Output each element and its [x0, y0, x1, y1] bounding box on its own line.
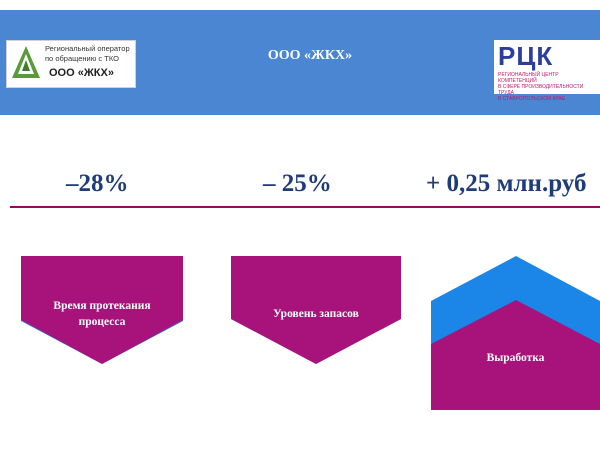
logo-line-3: ООО «ЖКХ» [49, 67, 114, 79]
rck-logo-description: РЕГИОНАЛЬНЫЙ ЦЕНТР КОМПЕТЕНЦИЙ В СФЕРЕ П… [498, 72, 598, 102]
rck-logo-line-3: В СТАВРОПОЛЬСКОМ КРАЕ [498, 96, 566, 102]
output-pentagon: Выработка [431, 256, 600, 410]
process-time-label-line-1: Время протекания [53, 300, 151, 312]
organization-title: ООО «ЖКХ» [267, 48, 353, 63]
inventory-label: Уровень запасов [273, 308, 359, 320]
metric-process-time: –28% [66, 170, 129, 197]
metric-output: + 0,25 млн.руб [426, 170, 587, 197]
process-time-label: Время протекания процесса [21, 298, 183, 330]
rck-logo-letters: РЦК [498, 41, 554, 71]
chevron-down-shape [21, 256, 183, 364]
rck-logo: РЦК РЕГИОНАЛЬНЫЙ ЦЕНТР КОМПЕТЕНЦИЙ В СФЕ… [494, 40, 600, 102]
triangle-logo-icon [12, 46, 40, 78]
process-time-label-line-2: процесса [78, 316, 126, 328]
regional-operator-logo: Региональный оператор по обращению с ТКО… [6, 40, 136, 88]
header-banner: Региональный оператор по обращению с ТКО… [0, 10, 600, 115]
metric-inventory: – 25% [263, 170, 332, 197]
inventory-chevron: Уровень запасов [231, 256, 401, 364]
output-label: Выработка [486, 352, 545, 364]
pentagon-up-shape [431, 256, 600, 410]
chevron-down-shape [231, 256, 401, 364]
logo-line-2: по обращению с ТКО [45, 54, 119, 63]
rck-logo-line-1: РЕГИОНАЛЬНЫЙ ЦЕНТР КОМПЕТЕНЦИЙ [498, 72, 559, 84]
logo-line-1: Региональный оператор [45, 44, 130, 53]
rck-logo-line-2: В СФЕРЕ ПРОИЗВОДИТЕЛЬНОСТИ ТРУДА [498, 84, 584, 96]
section-divider [10, 206, 600, 208]
process-time-chevron: Время протекания процесса [21, 256, 183, 364]
